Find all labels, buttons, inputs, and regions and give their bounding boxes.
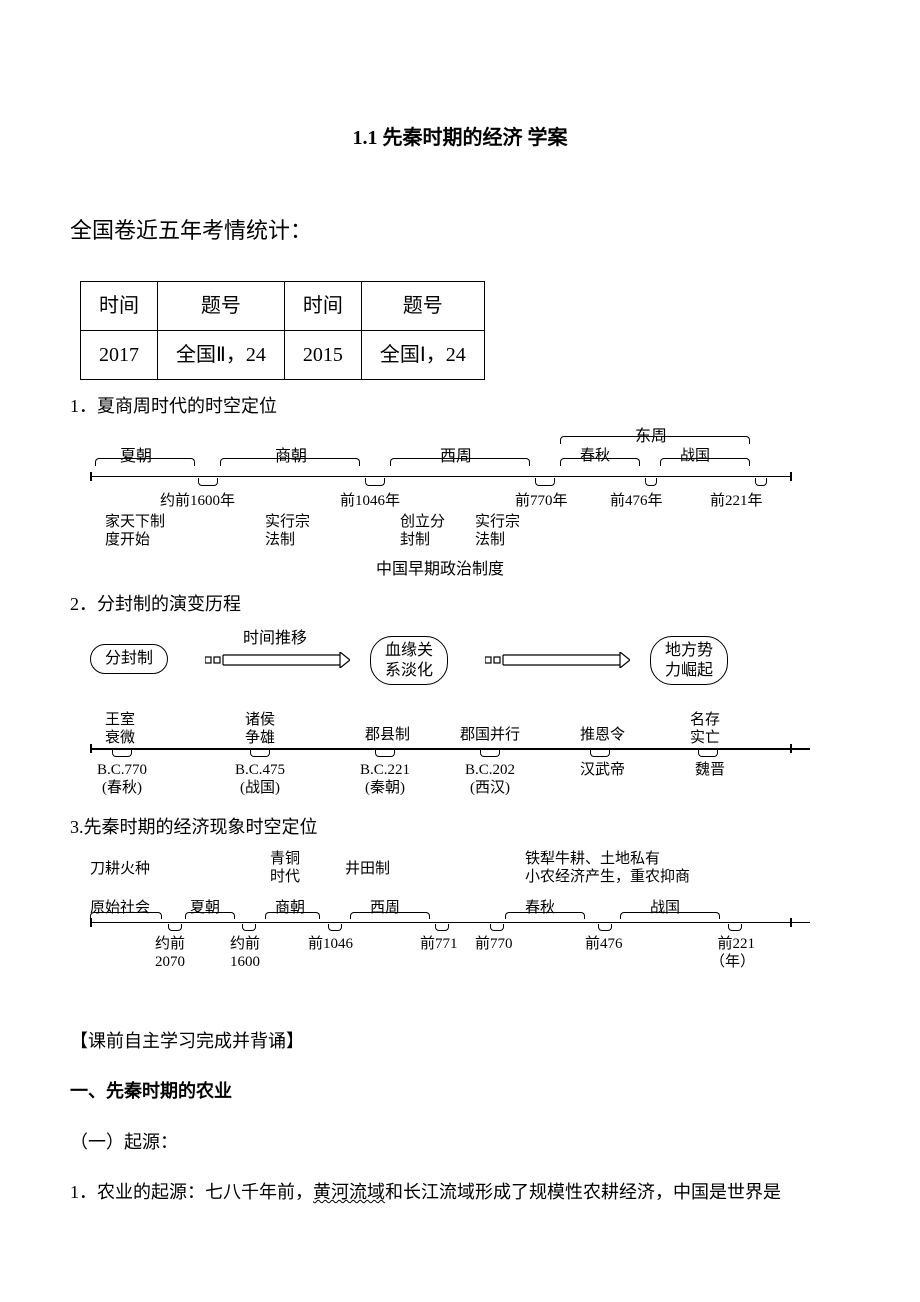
- flow-toplabel: 郡县制: [365, 726, 410, 744]
- table-header: 时间: [284, 281, 361, 330]
- timeline-year: 前221年: [710, 488, 763, 515]
- econ-year: 约前2070: [155, 935, 185, 971]
- table-row: 时间 题号 时间 题号: [81, 281, 485, 330]
- flow-node: 地方势力崛起: [650, 636, 728, 684]
- econ-year: 前221（年）: [710, 935, 755, 971]
- flow-node: 分封制: [90, 644, 168, 673]
- arrow-icon: [205, 652, 350, 666]
- stats-subtitle: 全国卷近五年考情统计：: [70, 211, 850, 251]
- flow-toplabel: 诸侯争雄: [245, 711, 275, 747]
- econ-year: 约前1600: [230, 935, 260, 971]
- flow-node: 血缘关系淡化: [370, 636, 448, 684]
- table-row: 2017 全国Ⅱ，24 2015 全国Ⅰ，24: [81, 330, 485, 379]
- table-cell: 2015: [284, 330, 361, 379]
- econ-label: 刀耕火种: [90, 860, 150, 878]
- table-header: 时间: [81, 281, 158, 330]
- flow-year: 汉武帝: [580, 761, 625, 779]
- econ-label: 青铜时代: [270, 850, 300, 886]
- flow-toplabel: 王室衰微: [105, 711, 135, 747]
- econ-label: 铁犁牛耕、土地私有小农经济产生，重农抑商: [525, 850, 690, 886]
- flow-year: B.C.221(秦朝): [360, 761, 410, 797]
- arrow-icon: [485, 652, 630, 666]
- timeline-note: 家天下制度开始: [105, 513, 165, 549]
- paragraph-origin: 1．农业的起源：七八千年前，黄河流域和长江流域形成了规模性农耕经济，中国是世界是: [70, 1176, 850, 1208]
- table-cell: 全国Ⅱ，24: [158, 330, 285, 379]
- para-wavy: 黄河流域: [313, 1182, 385, 1202]
- flow-toplabel: 郡国并行: [460, 726, 520, 744]
- flow-toplabel: 名存实亡: [690, 711, 720, 747]
- subheading-origin: （一）起源：: [70, 1126, 850, 1158]
- study-header: 【课前自主学习完成并背诵】: [70, 1025, 850, 1057]
- timeline-year: 约前1600年: [160, 488, 235, 515]
- flow-fengjian: 分封制 血缘关系淡化 地方势力崛起 时间推移 王室衰微 诸侯争雄 郡县制 郡国并…: [90, 626, 810, 801]
- econ-year: 前771: [420, 935, 458, 953]
- section-1-label: 1．夏商周时代的时空定位: [70, 390, 850, 422]
- econ-year: 前770: [475, 935, 513, 953]
- timeline-year: 前476年: [610, 488, 663, 515]
- heading-agriculture: 一、先秦时期的农业: [70, 1075, 850, 1107]
- timeline-dynasties: 夏朝 商朝 西周 东周 春秋 战国 约前1600年 前1046年 前770年 前…: [90, 428, 790, 578]
- timeline-year: 前770年: [515, 488, 568, 515]
- flow-year: B.C.770(春秋): [97, 761, 147, 797]
- para-text: 和长江流域形成了规模性农耕经济，中国是世界是: [385, 1182, 781, 1202]
- section-2-label: 2．分封制的演变历程: [70, 588, 850, 620]
- timeline-note: 实行宗法制: [475, 513, 520, 549]
- section-3-label: 3.先秦时期的经济现象时空定位: [70, 811, 850, 843]
- table-header: 题号: [158, 281, 285, 330]
- timeline-economy: 刀耕火种 青铜时代 井田制 铁犁牛耕、土地私有小农经济产生，重农抑商 原始社会 …: [90, 850, 810, 985]
- timeline-year: 前1046年: [340, 488, 400, 515]
- table-cell: 2017: [81, 330, 158, 379]
- arrow-label: 时间推移: [243, 629, 307, 648]
- econ-year: 前1046: [308, 935, 353, 953]
- timeline-note: 实行宗法制: [265, 513, 310, 549]
- timeline-caption: 中国早期政治制度: [90, 556, 790, 585]
- table-header: 题号: [361, 281, 484, 330]
- flow-year: 魏晋: [695, 761, 725, 779]
- para-text: 1．农业的起源：七八千年前，: [70, 1182, 313, 1202]
- flow-toplabel: 推恩令: [580, 726, 625, 744]
- page-title: 1.1 先秦时期的经济 学案: [70, 120, 850, 156]
- timeline-note: 创立分封制: [400, 513, 445, 549]
- econ-year: 前476: [585, 935, 623, 953]
- table-cell: 全国Ⅰ，24: [361, 330, 484, 379]
- stats-table: 时间 题号 时间 题号 2017 全国Ⅱ，24 2015 全国Ⅰ，24: [80, 281, 485, 380]
- econ-label: 井田制: [345, 860, 390, 878]
- flow-year: B.C.202(西汉): [465, 761, 515, 797]
- flow-year: B.C.475(战国): [235, 761, 285, 797]
